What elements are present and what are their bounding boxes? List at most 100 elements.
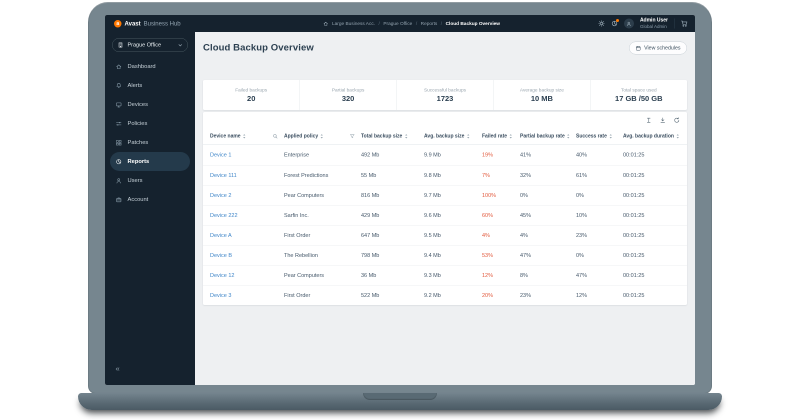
column-partial-backup-rate[interactable]: Partial backup rate — [520, 133, 576, 140]
duration-cell: 00:01:25 — [623, 212, 645, 219]
site-selector[interactable]: Prague Office — [112, 38, 188, 52]
success-rate-cell: 12% — [576, 292, 588, 299]
user-menu[interactable]: Admin User Global Admin — [640, 18, 668, 30]
avg-size-cell: 9.7 Mb — [424, 192, 441, 199]
sidebar-menu: Dashboard Alerts Devices — [105, 57, 195, 209]
device-link[interactable]: Device 111 — [210, 172, 237, 179]
avast-logo-icon: a — [114, 19, 122, 28]
column-applied-policy[interactable]: Applied policy — [284, 134, 361, 140]
partial-rate-cell: 32% — [520, 172, 532, 179]
duration-cell: 00:01:25 — [623, 192, 645, 199]
sort-icon[interactable] — [466, 134, 470, 140]
breadcrumb: Large Business Acc. / Prague Office / Re… — [323, 15, 500, 32]
device-link[interactable]: Device 12 — [210, 272, 235, 279]
column-label: Device name — [210, 133, 241, 140]
column-label: Partial backup rate — [520, 133, 565, 140]
policy-cell: Pear Computers — [284, 272, 325, 279]
column-avg-backup-duration[interactable]: Avg. backup duration — [623, 134, 687, 140]
search-icon[interactable] — [273, 134, 282, 140]
grid-icon — [116, 139, 123, 146]
sidebar-item-devices[interactable]: Devices — [105, 95, 195, 114]
column-avg-backup-size[interactable]: Avg. backup size — [424, 134, 482, 140]
usage-donut-icon[interactable] — [611, 19, 619, 27]
partial-rate-cell: 8% — [520, 272, 528, 279]
success-rate-cell: 0% — [576, 252, 584, 259]
column-success-rate[interactable]: Success rate — [576, 134, 623, 140]
sort-icon[interactable] — [509, 134, 513, 140]
total-size-cell: 36 Mb — [361, 272, 377, 279]
column-total-backup-size[interactable]: Total backup size — [361, 133, 424, 140]
success-rate-cell: 0% — [576, 192, 584, 199]
policy-cell: First Order — [284, 232, 311, 239]
column-device-name[interactable]: Device name — [203, 133, 284, 140]
stat-label: Partial backups — [331, 87, 365, 93]
download-icon[interactable] — [660, 117, 667, 124]
table-header-row: Device name Applied policy — [203, 128, 687, 145]
pie-chart-icon — [116, 158, 123, 165]
column-label: Total backup size — [361, 133, 403, 140]
laptop-bezel: a Avast Business Hub Large Business Acc.… — [88, 2, 712, 394]
device-link[interactable]: Device 3 — [210, 292, 232, 299]
sort-icon[interactable] — [609, 134, 613, 140]
stat-value: 1723 — [436, 94, 454, 103]
device-link[interactable]: Device 1 — [210, 152, 232, 158]
sidebar: Prague Office Dashboard — [105, 32, 195, 385]
failed-rate-cell: 12% — [482, 272, 494, 279]
device-link[interactable]: Device 222 — [210, 212, 238, 219]
column-failed-rate[interactable]: Failed rate — [482, 134, 520, 140]
device-link[interactable]: Device A — [210, 232, 232, 239]
failed-rate-cell: 7% — [482, 172, 490, 179]
table-row: Device 12 Pear Computers 36 Mb 9.3 Mb 12… — [203, 265, 687, 285]
topbar: a Avast Business Hub Large Business Acc.… — [105, 15, 695, 32]
device-link[interactable]: Device 2 — [210, 192, 232, 199]
view-schedules-button[interactable]: View schedules — [629, 41, 687, 55]
site-selector-label: Prague Office — [127, 42, 162, 48]
stat-value: 20 — [247, 94, 256, 103]
breadcrumb-item[interactable]: Reports — [420, 20, 438, 27]
breadcrumb-separator: / — [440, 20, 443, 27]
sidebar-item-label: Reports — [127, 158, 150, 165]
device-link[interactable]: Device B — [210, 252, 233, 259]
success-rate-cell: 40% — [576, 152, 588, 158]
sidebar-item-alerts[interactable]: Alerts — [105, 76, 195, 95]
column-cursor-icon[interactable] — [646, 117, 653, 124]
stat-total-space-used: Total space used 17 GB /50 GB — [590, 80, 687, 110]
avg-size-cell: 9.3 Mb — [424, 272, 441, 279]
sidebar-item-label: Policies — [127, 120, 148, 127]
view-schedules-label: View schedules — [644, 45, 681, 51]
sort-icon[interactable] — [567, 134, 571, 140]
sort-icon[interactable] — [320, 134, 324, 140]
sort-icon[interactable] — [404, 134, 408, 140]
gear-icon[interactable] — [598, 20, 605, 27]
avatar[interactable] — [623, 18, 634, 29]
sort-icon[interactable] — [676, 134, 680, 140]
breadcrumb-item[interactable]: Large Business Acc. — [332, 20, 376, 27]
breadcrumb-separator: / — [378, 20, 380, 27]
refresh-icon[interactable] — [674, 117, 681, 124]
app-window: a Avast Business Hub Large Business Acc.… — [105, 15, 695, 385]
sidebar-item-users[interactable]: Users — [105, 171, 195, 190]
sidebar-item-account[interactable]: Account — [105, 190, 195, 209]
breadcrumb-separator: / — [415, 20, 418, 27]
partial-rate-cell: 45% — [520, 212, 532, 219]
sidebar-item-label: Devices — [127, 101, 148, 108]
policy-cell: Pear Computers — [284, 192, 325, 199]
sort-icon[interactable] — [243, 134, 247, 140]
sidebar-item-policies[interactable]: Policies — [105, 114, 195, 133]
laptop-base — [78, 393, 722, 410]
table-row: Device 3 First Order 522 Mb 9.2 Mb 20% 2… — [203, 285, 687, 305]
breadcrumb-item[interactable]: Prague Office — [383, 20, 413, 27]
sidebar-item-reports[interactable]: Reports — [110, 152, 190, 171]
failed-rate-cell: 4% — [482, 232, 490, 239]
cart-icon[interactable] — [680, 20, 689, 28]
total-size-cell: 647 Mb — [361, 232, 380, 239]
policy-cell: Enterprise — [284, 152, 310, 158]
page-title: Cloud Backup Overview — [203, 42, 314, 54]
filter-icon[interactable] — [350, 134, 359, 140]
sidebar-item-dashboard[interactable]: Dashboard — [105, 57, 195, 76]
collapse-chevrons-icon[interactable]: « — [115, 364, 120, 374]
duration-cell: 00:01:25 — [623, 152, 645, 158]
brand-name: Avast — [124, 20, 141, 27]
stat-value: 17 GB /50 GB — [615, 94, 663, 103]
sidebar-item-patches[interactable]: Patches — [105, 133, 195, 152]
